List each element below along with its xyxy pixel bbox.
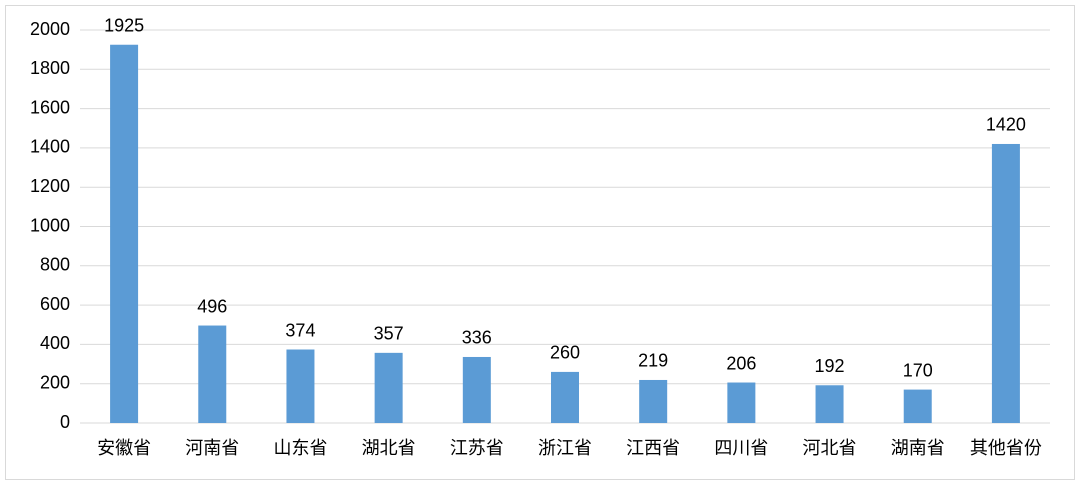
bar xyxy=(639,379,668,423)
y-tick-label: 1600 xyxy=(30,97,70,117)
data-label: 260 xyxy=(550,343,580,363)
data-label: 219 xyxy=(638,351,668,371)
x-tick-label: 河北省 xyxy=(803,438,857,458)
bar xyxy=(551,371,579,423)
y-tick-label: 800 xyxy=(40,255,70,275)
x-tick-label: 四川省 xyxy=(714,438,768,458)
x-tick-label: 浙江省 xyxy=(538,438,592,458)
chart-border xyxy=(5,5,1075,480)
data-label: 496 xyxy=(197,296,227,316)
bar xyxy=(903,389,932,423)
x-tick-label: 江苏省 xyxy=(450,438,504,458)
data-label: 374 xyxy=(285,320,315,340)
data-label: 206 xyxy=(726,353,756,373)
y-tick-label: 1800 xyxy=(30,58,70,78)
data-label: 1925 xyxy=(104,15,144,35)
y-tick-label: 1400 xyxy=(30,137,70,157)
x-tick-label: 河南省 xyxy=(185,438,239,458)
bar xyxy=(286,349,315,423)
data-label: 170 xyxy=(903,360,933,380)
data-label: 1420 xyxy=(986,115,1026,135)
bar xyxy=(110,44,139,424)
y-tick-label: 1000 xyxy=(30,215,70,235)
bar xyxy=(815,385,844,423)
bar xyxy=(727,382,756,423)
bar xyxy=(462,356,491,423)
x-tick-label: 湖南省 xyxy=(891,438,945,458)
y-tick-label: 2000 xyxy=(30,19,70,39)
x-tick-label: 其他省份 xyxy=(970,438,1042,458)
data-label: 192 xyxy=(815,356,845,376)
bar xyxy=(991,143,1020,423)
data-label: 336 xyxy=(462,328,492,348)
bar xyxy=(374,352,403,423)
x-tick-label: 湖北省 xyxy=(362,438,416,458)
y-tick-label: 0 xyxy=(60,412,70,432)
bar xyxy=(198,325,227,423)
x-tick-label: 山东省 xyxy=(273,438,327,458)
y-tick-label: 400 xyxy=(40,333,70,353)
data-label: 357 xyxy=(374,324,404,344)
y-tick-label: 600 xyxy=(40,294,70,314)
x-tick-label: 安徽省 xyxy=(97,438,151,458)
x-tick-label: 江西省 xyxy=(626,438,680,458)
y-tick-label: 1200 xyxy=(30,176,70,196)
y-tick-label: 200 xyxy=(40,372,70,392)
